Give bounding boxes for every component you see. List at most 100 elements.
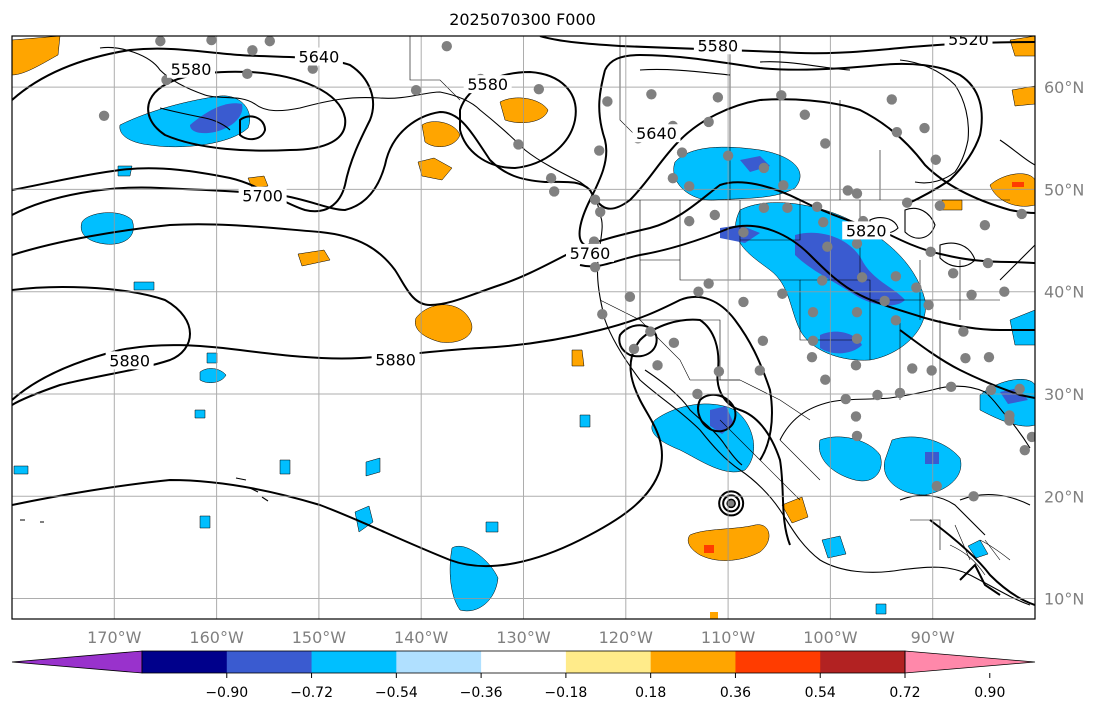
colorbar-segment [396,651,482,673]
colorbar-tick-label: 0.90 [974,685,1005,701]
colorbar-segment [650,651,736,673]
contour-label-bg [238,186,287,205]
hudson-bay [899,59,969,184]
contour-label: 5520 [948,30,989,49]
latitude-tick-labels: 60°N 50°N 40°N 30°N 20°N 10°N [1044,78,1084,608]
colorbar-segment [311,651,397,673]
station-dot [891,126,903,138]
lat-tick-label: 50°N [1044,180,1084,199]
colorbar-segment [481,651,567,673]
station-dot [983,351,995,363]
station-dot [850,411,862,422]
contour-5880-west [12,286,191,406]
colorbar-tick-label: 0.36 [720,685,751,701]
station-dot [807,335,819,346]
map-gridlines [12,36,1035,619]
contour-label-bg [105,351,154,370]
station-dot [713,366,725,377]
colorbar: −0.90 −0.72 −0.54 −0.36 −0.18 0.18 0.36 0.54 0.7… [11,650,1036,701]
station-dot [820,138,831,149]
station-dot [709,209,721,221]
contour-5640-canada [578,69,608,246]
lat-tick-label: 60°N [1044,78,1084,97]
station-dot [668,337,680,349]
station-dot [901,197,913,208]
station-dot [441,41,452,52]
station-dot [264,36,275,47]
colorbar-tick-label: −0.54 [375,685,418,701]
station-dot [778,180,789,191]
station-dot [822,241,833,252]
contour-label-bg [565,243,614,262]
station-dot [817,275,828,286]
station-dot [777,288,788,299]
station-dot [589,194,601,205]
station-dot [851,430,863,442]
contour-label: 5580 [467,75,508,94]
station-dot [206,36,217,46]
station-dot [966,289,977,300]
station-dot [945,381,957,393]
contour-label: 5700 [242,187,283,206]
lon-tick-label: 100°W [803,628,858,647]
station-dot [693,286,704,297]
lon-tick-label: 140°W [394,628,449,647]
contour-label: 5760 [570,244,611,263]
colorbar-tick-label: 0.54 [805,685,836,701]
station-dot [856,272,868,283]
station-dot [934,200,946,211]
station-dot [597,309,608,320]
station-dot [594,145,605,156]
colorbar-tick-label: 0.72 [889,685,920,701]
map-title: 2025070300 F000 [449,10,596,29]
station-dot [589,261,601,273]
station-dot [894,387,906,399]
colorbar-tick-label: −0.72 [290,685,333,701]
station-dot [307,63,318,74]
station-dot [806,351,818,363]
contour-5580-north [539,36,1035,55]
contour-label-bg [944,36,993,49]
station-dot [851,333,863,344]
station-dot [919,122,930,134]
station-dot [757,335,769,346]
station-dot [931,480,942,492]
station-dot [703,278,714,289]
contour-label-bg [842,221,891,240]
lat-tick-label: 40°N [1044,283,1084,302]
station-dot [703,116,714,128]
station-dot [930,154,941,165]
station-dot [1004,415,1015,426]
contour-label: 5880 [375,350,416,369]
colorbar-tick-label: 0.18 [635,685,666,701]
contour-label-bg [294,47,343,66]
station-dot [1026,431,1035,443]
station-dot [968,491,979,502]
purple-shade-central-us [795,232,905,306]
station-dot [872,389,883,401]
colorbar-segment [735,651,821,673]
contour-label: 5640 [299,48,340,67]
lat-tick-label: 30°N [1044,385,1084,404]
station-dot [548,186,560,197]
colorbar-segment [565,651,652,673]
map-frame [11,35,1036,620]
station-dot [886,94,897,105]
contour-5880-south [12,318,791,568]
station-dot [684,215,695,227]
station-dot [692,388,703,400]
station-dot [676,147,688,158]
lon-tick-label: 120°W [599,628,654,647]
great-lakes [904,207,936,239]
station-dot [960,352,971,364]
station-dot [782,202,793,214]
contour-labels: 5640 5580 5580 5580 5520 5640 5700 5760 5820 5880… [105,30,993,370]
station-dot [911,282,922,293]
lon-tick-label: 150°W [292,628,347,647]
station-dot [926,365,937,376]
blue-shade-central-pacific [80,212,134,245]
contour-label-bg [371,350,420,369]
station-dot [628,343,640,355]
station-dot [879,295,890,307]
